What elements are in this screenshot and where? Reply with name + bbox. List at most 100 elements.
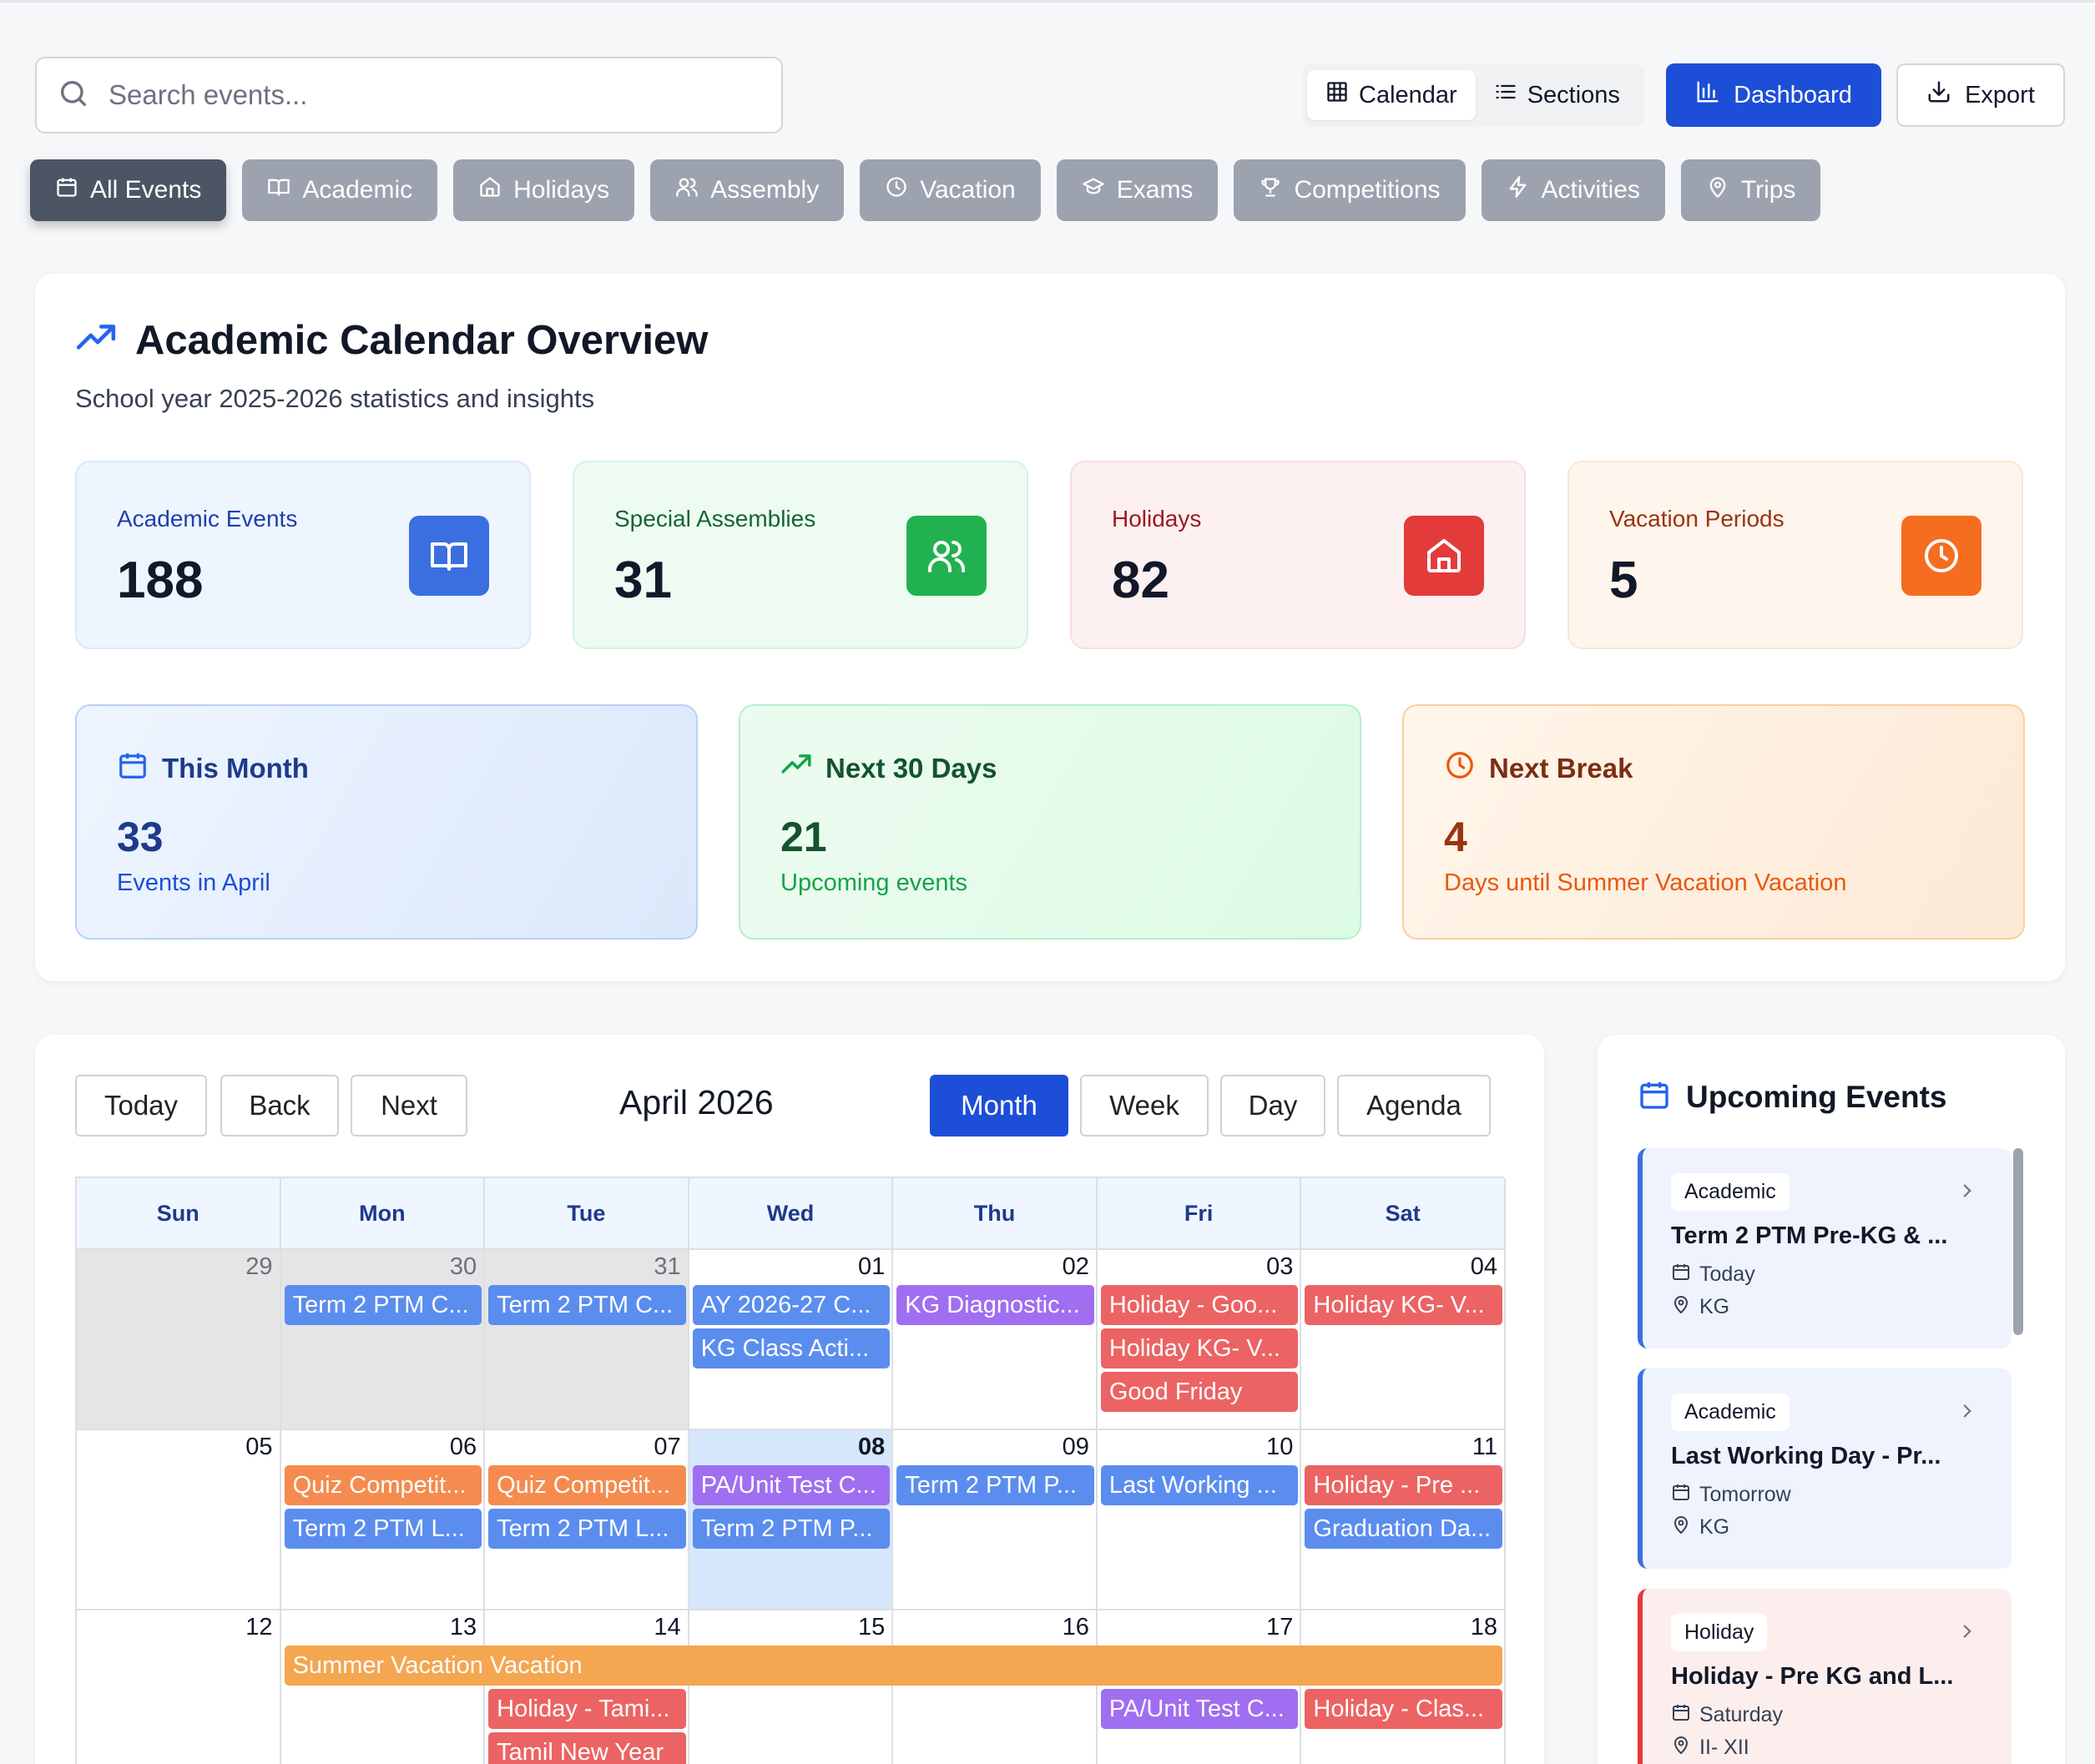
back-button[interactable]: Back [220,1075,339,1137]
event-location-text: KG [1699,1295,1730,1318]
day-cell[interactable]: 29 [77,1250,281,1430]
calendar-event[interactable]: PA/Unit Test C... [1100,1689,1299,1729]
upcoming-event-card[interactable]: Academic Term 2 PTM Pre-KG & ... Today KG [1638,1148,2012,1348]
day-cell[interactable]: 01 [689,1250,894,1430]
filter-assembly[interactable]: Assembly [650,159,845,221]
calendar-event[interactable]: Summer Vacation Vacation [284,1646,1502,1686]
calendar-view-button[interactable]: Calendar [1307,70,1476,120]
calendar-event[interactable]: PA/Unit Test C... [692,1465,891,1505]
sections-view-button[interactable]: Sections [1476,70,1638,120]
day-number[interactable]: 30 [449,1253,477,1280]
chevron-right-icon[interactable] [1956,1180,1978,1206]
day-number[interactable]: 29 [245,1253,273,1280]
upcoming-scrollbar[interactable] [2013,1148,2023,1335]
next-button[interactable]: Next [351,1075,467,1137]
day-cell[interactable]: 11 [1301,1430,1506,1610]
filter-activities[interactable]: Activities [1481,159,1665,221]
calendar-event[interactable]: Term 2 PTM P... [896,1465,1094,1505]
day-cell[interactable]: 31 [485,1250,689,1430]
day-number[interactable]: 18 [1470,1614,1497,1641]
day-number[interactable]: 11 [1472,1434,1497,1460]
day-cell[interactable]: 14 [485,1610,689,1764]
day-number[interactable]: 14 [654,1614,681,1641]
calendar-event[interactable]: Term 2 PTM L... [488,1509,686,1549]
day-cell[interactable]: 16 [893,1610,1098,1764]
filter-label: Vacation [920,176,1016,204]
calendar-event[interactable]: Good Friday [1100,1372,1299,1412]
filter-trips[interactable]: Trips [1680,159,1821,221]
day-number[interactable]: 09 [1062,1434,1089,1460]
day-cell[interactable]: 05 [77,1430,281,1610]
filter-academic[interactable]: Academic [242,159,438,221]
day-cell[interactable]: 15 [689,1610,894,1764]
day-cell[interactable]: 13 [281,1610,486,1764]
day-number[interactable]: 03 [1266,1253,1294,1280]
day-cell[interactable]: 18 [1301,1610,1506,1764]
calendar-event[interactable]: Graduation Da... [1305,1509,1502,1549]
calendar-event[interactable]: Term 2 PTM P... [692,1509,891,1549]
day-view-button[interactable]: Day [1220,1075,1325,1137]
calendar-event[interactable]: Term 2 PTM C... [488,1285,686,1325]
calendar-event[interactable]: Term 2 PTM C... [284,1285,482,1325]
day-number[interactable]: 02 [1062,1253,1089,1280]
calendar-event[interactable]: Tamil New Year [488,1732,686,1764]
day-number[interactable]: 08 [858,1434,886,1460]
day-number[interactable]: 10 [1266,1434,1294,1460]
day-number[interactable]: 15 [858,1614,886,1641]
day-number[interactable]: 16 [1062,1614,1089,1641]
dashboard-button[interactable]: Dashboard [1666,63,1881,127]
today-button[interactable]: Today [75,1075,207,1137]
agenda-view-button[interactable]: Agenda [1337,1075,1491,1137]
calendar-event[interactable]: Holiday KG- V... [1305,1285,1502,1325]
lightning-icon [1507,175,1530,205]
day-cell[interactable]: 02 [893,1250,1098,1430]
calendar-event[interactable]: Last Working ... [1100,1465,1299,1505]
filter-label: Exams [1116,176,1194,204]
filter-exams[interactable]: Exams [1056,159,1219,221]
stat-holidays: Holidays 82 [1070,461,1526,649]
export-button[interactable]: Export [1896,63,2065,127]
day-cell[interactable]: 09 [893,1430,1098,1610]
calendar-event[interactable]: Holiday - Goo... [1100,1285,1299,1325]
day-cell[interactable]: 07 [485,1430,689,1610]
filter-all-events[interactable]: All Events [30,159,227,221]
upcoming-event-card[interactable]: Holiday Holiday - Pre KG and L... Saturday… [1638,1589,2012,1764]
day-cell[interactable]: 10 [1097,1430,1302,1610]
calendar-event[interactable]: KG Diagnostic... [896,1285,1094,1325]
calendar-event[interactable]: Holiday - Clas... [1305,1689,1502,1729]
chevron-right-icon[interactable] [1956,1400,1978,1426]
day-number[interactable]: 05 [245,1434,273,1460]
calendar-event[interactable]: KG Class Acti... [692,1328,891,1368]
calendar-event[interactable]: Holiday KG- V... [1100,1328,1299,1368]
chevron-right-icon[interactable] [1956,1620,1978,1646]
calendar-event[interactable]: Holiday - Tami... [488,1689,686,1729]
search-input[interactable] [109,79,743,111]
day-cell[interactable]: 12 [77,1610,281,1764]
day-number[interactable]: 01 [858,1253,886,1280]
day-number[interactable]: 12 [245,1614,273,1641]
month-view-button[interactable]: Month [930,1075,1068,1137]
calendar-event[interactable]: Holiday - Pre ... [1305,1465,1502,1505]
upcoming-event-card[interactable]: Academic Last Working Day - Pr... Tomorrow… [1638,1368,2012,1569]
day-cell[interactable]: 03 [1097,1250,1302,1430]
filter-competitions[interactable]: Competitions [1234,159,1466,221]
calendar-event[interactable]: Term 2 PTM L... [284,1509,482,1549]
day-cell[interactable]: 30 [280,1250,486,1430]
calendar-icon [1671,1262,1691,1288]
day-number[interactable]: 07 [654,1434,681,1460]
search-box[interactable] [35,57,783,134]
week-view-button[interactable]: Week [1080,1075,1209,1137]
filter-holidays[interactable]: Holidays [453,159,635,221]
calendar-event[interactable]: AY 2026-27 C... [692,1285,891,1325]
day-cell[interactable]: 17 [1098,1610,1302,1764]
calendar-event[interactable]: Quiz Competit... [488,1465,686,1505]
day-number[interactable]: 04 [1470,1253,1497,1280]
day-cell[interactable]: 04 [1301,1250,1506,1430]
filter-vacation[interactable]: Vacation [860,159,1041,221]
day-number[interactable]: 31 [654,1253,681,1280]
calendar-event[interactable]: Quiz Competit... [284,1465,482,1505]
day-number[interactable]: 06 [449,1434,477,1460]
day-number[interactable]: 13 [449,1614,477,1641]
day-number[interactable]: 17 [1266,1614,1294,1641]
day-cell[interactable]: 06 [280,1430,486,1610]
